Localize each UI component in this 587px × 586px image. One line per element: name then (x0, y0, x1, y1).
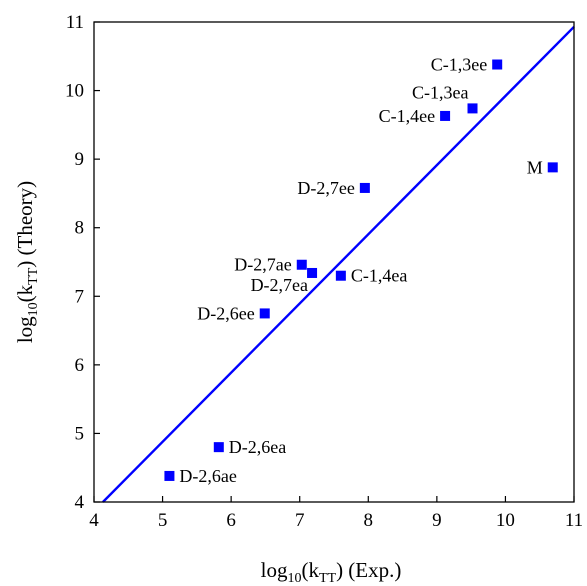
x-tick-label: 9 (432, 510, 442, 531)
data-point-marker (547, 162, 558, 173)
data-point-marker (213, 442, 224, 453)
data-point-marker (492, 59, 503, 70)
data-point-marker (467, 103, 478, 114)
y-tick-label: 4 (75, 492, 85, 513)
data-point-label: D-2,6ee (197, 303, 254, 323)
y-axis-label: log10(kTT) (Theory) (13, 181, 41, 343)
x-tick-label: 11 (565, 510, 583, 531)
data-point-label: D-2,7ee (297, 178, 354, 198)
data-point-marker (296, 259, 307, 270)
data-point-marker (440, 110, 451, 121)
data-point-marker (164, 470, 175, 481)
reference-line (102, 25, 575, 503)
y-tick-label: 7 (75, 286, 85, 307)
y-tick-label: 8 (75, 218, 85, 239)
data-point-label: D-2,7ea (251, 275, 308, 295)
y-tick-label: 5 (75, 423, 85, 444)
y-tick-label: 6 (75, 355, 85, 376)
x-axis-label: log10(kTT) (Exp.) (261, 558, 402, 586)
data-point-label: C-1,4ea (351, 266, 407, 286)
data-point-label: D-2,6ea (229, 437, 286, 457)
data-point-label: C-1,4ee (379, 106, 435, 126)
data-point-label: D-2,6ae (179, 466, 236, 486)
data-point-label: M (527, 157, 543, 177)
data-point-marker (359, 182, 370, 193)
x-tick-label: 8 (364, 510, 374, 531)
data-point-label: C-1,3ea (412, 82, 468, 102)
y-tick-label: 9 (75, 149, 85, 170)
x-tick-label: 4 (89, 510, 99, 531)
x-tick-label: 6 (226, 510, 236, 531)
x-tick-label: 5 (158, 510, 168, 531)
data-point-label: C-1,3ee (431, 55, 487, 75)
data-point-marker (335, 270, 346, 281)
data-point-marker (307, 267, 318, 278)
data-point-label: D-2,7ae (234, 255, 291, 275)
x-tick-label: 7 (295, 510, 305, 531)
data-point-marker (259, 308, 270, 319)
y-tick-label: 11 (66, 12, 84, 33)
plot-frame (93, 21, 575, 503)
y-tick-label: 10 (65, 81, 84, 102)
x-tick-label: 10 (496, 510, 515, 531)
